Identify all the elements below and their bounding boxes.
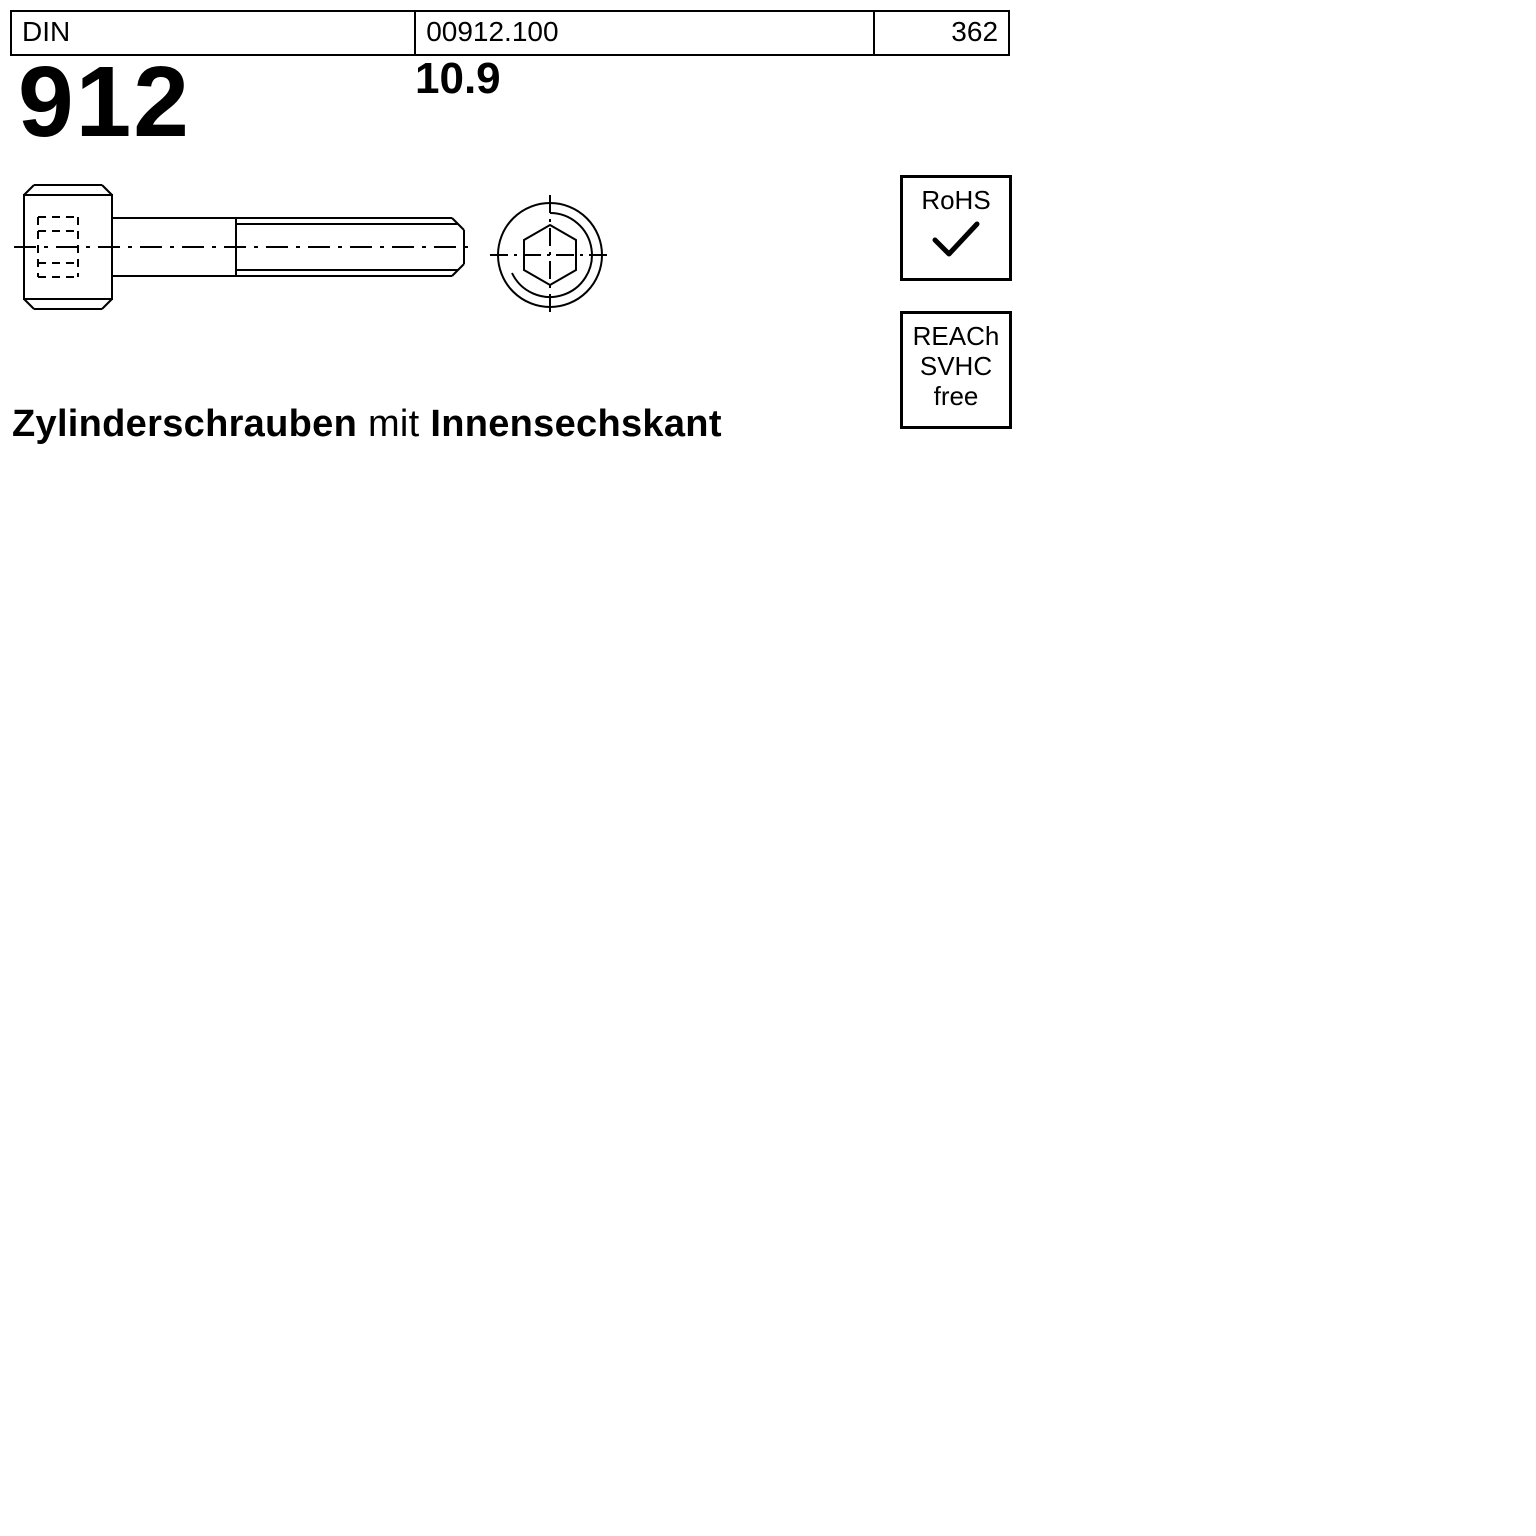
datasheet-page: DIN 00912.100 362 912 10.9 [10, 10, 1010, 446]
reach-badge: REACh SVHC free [900, 311, 1012, 429]
standard-number: 912 [10, 50, 415, 155]
desc-word2: mit [368, 403, 420, 445]
reach-line2: SVHC [907, 352, 1005, 382]
diagram-area: RoHS REACh SVHC free [10, 183, 1010, 343]
title-row: 912 10.9 [10, 50, 1010, 155]
header-cell-page: 362 [875, 12, 1010, 54]
check-icon [931, 220, 981, 260]
strength-grade: 10.9 [415, 50, 501, 155]
header-cell-code: 00912.100 [416, 12, 875, 54]
rohs-label: RoHS [907, 186, 1005, 216]
reach-line3: free [907, 382, 1005, 412]
desc-word1: Zylinderschrauben [12, 403, 357, 445]
reach-line1: REACh [907, 322, 1005, 352]
screw-axial-view-icon [490, 195, 610, 315]
product-description: Zylinderschrauben mit Innensechskant [10, 403, 1010, 446]
screw-side-view-icon [14, 183, 474, 313]
desc-word3: Innensechskant [430, 403, 721, 445]
rohs-badge: RoHS [900, 175, 1012, 281]
